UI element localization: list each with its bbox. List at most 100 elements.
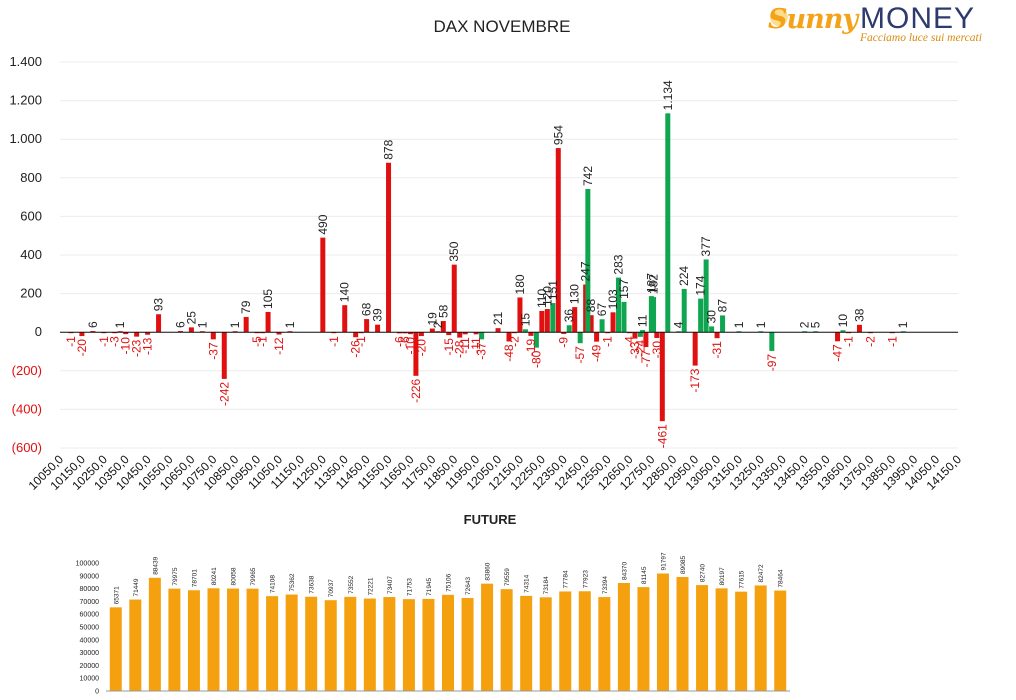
bar — [320, 237, 326, 333]
data-label: -77 — [639, 350, 653, 368]
data-label: 954 — [551, 125, 565, 145]
y-tick-label: 800 — [20, 170, 42, 185]
y-tick-label: 1.000 — [9, 131, 42, 146]
bar — [703, 259, 709, 333]
volume-bar — [598, 597, 611, 691]
data-label: 4 — [672, 321, 686, 328]
volume-data-label: 73552 — [348, 575, 355, 593]
data-label: 1 — [896, 321, 910, 328]
y-tick-label: 90000 — [80, 573, 100, 580]
data-label: 30 — [705, 310, 719, 324]
volume-data-label: 71753 — [406, 578, 413, 596]
y-tick-label: 0 — [95, 689, 99, 696]
data-label: -4 — [622, 336, 636, 347]
bar — [364, 319, 370, 333]
data-label: 110 — [535, 289, 549, 308]
bar — [561, 332, 567, 334]
volume-data-label: 77784 — [563, 570, 570, 588]
future-y-axis-ticks: 1000009000080000700006000050000400003000… — [76, 561, 99, 696]
data-label: -47 — [831, 344, 845, 362]
y-tick-label: 20000 — [80, 663, 100, 670]
bar — [473, 332, 479, 335]
bar — [681, 288, 687, 333]
data-label: -461 — [655, 424, 669, 448]
bar — [840, 330, 846, 333]
data-label: -15 — [442, 338, 456, 356]
bar — [632, 332, 638, 339]
y-tick-label: 0 — [35, 324, 42, 339]
data-label: -1 — [64, 336, 78, 347]
bar — [577, 332, 583, 344]
volume-data-label: 91797 — [660, 552, 667, 570]
bar — [402, 332, 408, 334]
future-chart-title: FUTURE — [464, 512, 517, 527]
logo-brand-right: MONEY — [860, 2, 976, 35]
data-label: -5 — [250, 336, 264, 347]
data-label: -1 — [97, 336, 111, 347]
volume-data-label: 88439 — [152, 556, 159, 574]
data-label: -28 — [453, 340, 467, 358]
y-tick-label: (600) — [12, 440, 42, 455]
data-label: 103 — [606, 289, 620, 309]
bar — [599, 319, 605, 333]
volume-bar — [656, 573, 669, 691]
volume-bar — [559, 591, 572, 691]
volume-data-label: 77923 — [582, 570, 589, 588]
data-label: -1 — [601, 336, 615, 347]
volume-bar — [227, 588, 240, 691]
volume-bar — [637, 587, 650, 691]
bar — [479, 332, 485, 340]
data-label: 5 — [809, 321, 823, 328]
data-label: 87 — [716, 299, 730, 313]
bar — [506, 332, 512, 342]
volume-bar — [715, 588, 728, 691]
bar — [386, 162, 392, 333]
volume-data-label: 77615 — [739, 570, 746, 588]
volume-data-label: 80197 — [719, 567, 726, 585]
data-label: 350 — [447, 241, 461, 261]
volume-bar — [285, 594, 298, 691]
data-label: 151 — [546, 280, 560, 300]
volume-bar — [383, 597, 396, 691]
volume-bar — [109, 607, 122, 691]
volume-bar — [148, 577, 161, 691]
data-label: 878 — [382, 139, 396, 159]
data-label: 2 — [431, 321, 445, 328]
bar — [856, 324, 862, 333]
volume-bar — [266, 596, 279, 691]
volume-data-label: 84370 — [621, 562, 628, 580]
data-label: 6 — [173, 321, 187, 328]
data-label: -48 — [502, 344, 516, 362]
data-label: -2 — [507, 336, 521, 347]
volume-bar — [344, 596, 357, 691]
data-label: -2 — [863, 336, 877, 347]
bar — [637, 332, 643, 337]
bar — [621, 301, 627, 333]
bar — [243, 316, 249, 333]
future-volume-chart: FUTURE 100000900008000070000600005000040… — [76, 512, 790, 696]
bar — [692, 332, 698, 366]
volume-bar — [696, 585, 709, 691]
volume-bar — [578, 591, 591, 691]
volume-data-label: 72221 — [367, 577, 374, 595]
bar — [594, 332, 600, 342]
data-label: 182 — [647, 274, 661, 294]
bar — [544, 309, 550, 333]
data-label: 140 — [338, 282, 352, 302]
data-label: -30 — [650, 341, 664, 359]
data-label: 1 — [283, 321, 297, 328]
data-label: 36 — [562, 309, 576, 323]
y-tick-label: 600 — [20, 208, 42, 223]
data-label: -19 — [524, 339, 538, 357]
chart-bars — [68, 113, 906, 422]
y-tick-label: 80000 — [80, 586, 100, 593]
data-label: 130 — [568, 284, 582, 304]
logo-brand-left: Sunny — [768, 4, 858, 35]
volume-data-label: 83860 — [485, 562, 492, 580]
bar — [539, 310, 545, 333]
bar — [79, 332, 85, 337]
volume-data-label: 73394 — [602, 576, 609, 594]
bar — [451, 264, 457, 333]
volume-bar — [481, 583, 494, 691]
volume-bar — [442, 594, 454, 691]
